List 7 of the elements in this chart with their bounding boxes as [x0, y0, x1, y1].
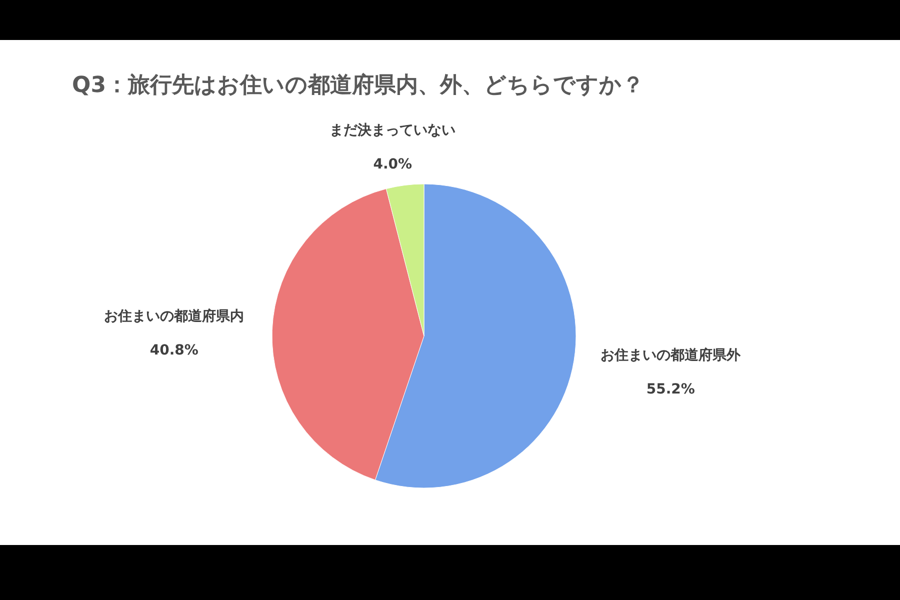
slice-label: お住まいの都道府県内 — [104, 308, 244, 325]
slice-label: まだ決まっていない — [330, 122, 456, 139]
chart-title: Q3：旅行先はお住いの都道府県内、外、どちらですか？ — [72, 72, 644, 98]
data-label: 55.2% — [646, 382, 695, 398]
data-label: 4.0% — [373, 156, 412, 173]
slice-label: お住まいの都道府県外 — [600, 346, 742, 364]
data-label: 40.8% — [150, 342, 198, 359]
